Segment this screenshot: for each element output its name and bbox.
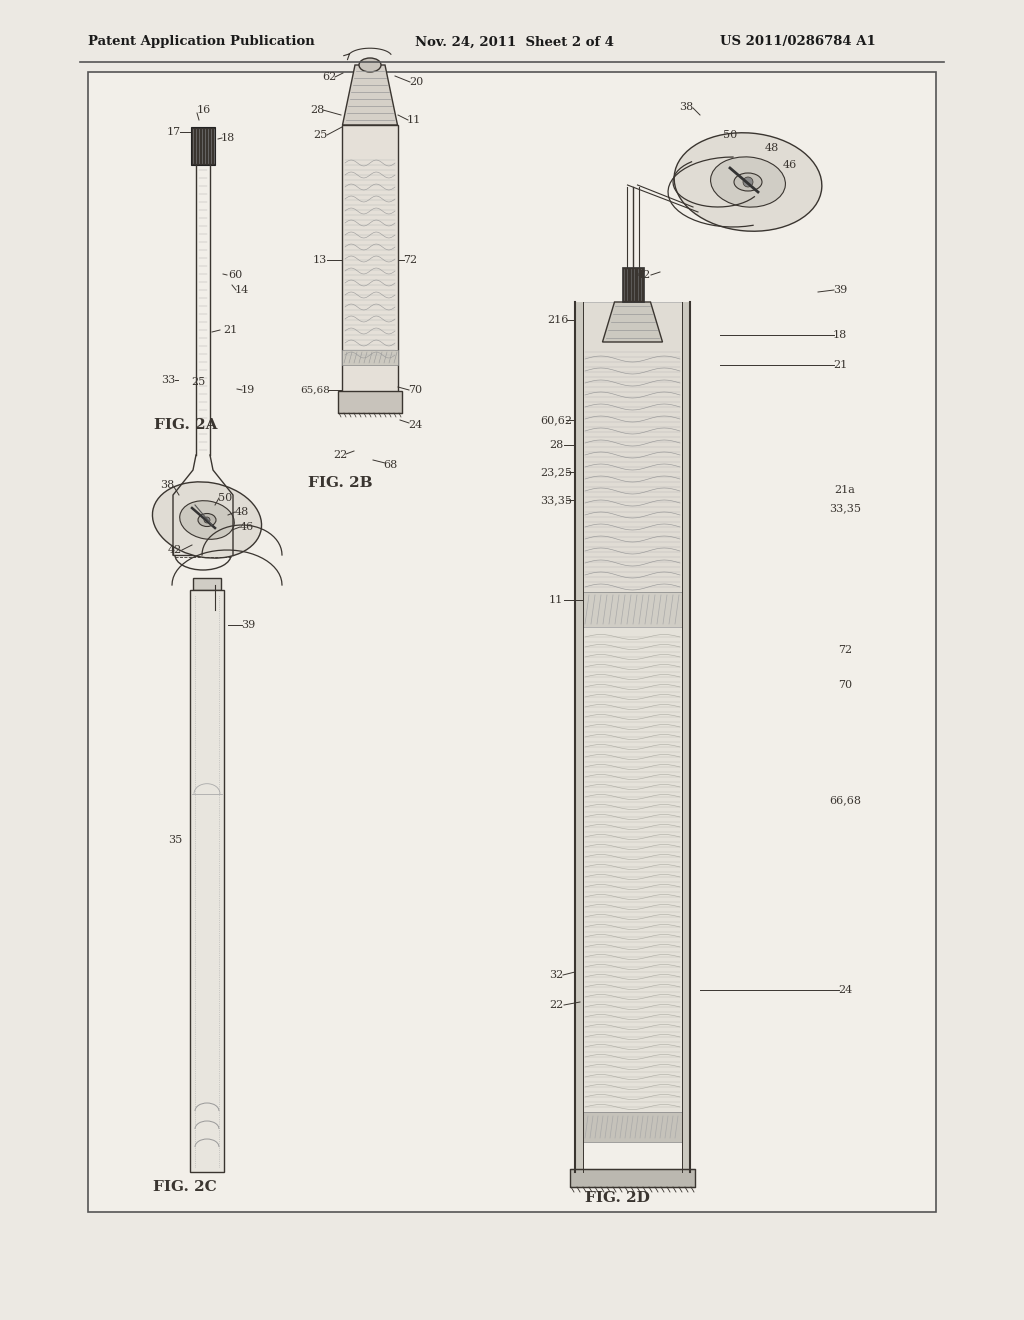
Ellipse shape — [153, 482, 261, 558]
Ellipse shape — [674, 133, 822, 231]
Text: 42: 42 — [637, 271, 651, 280]
Circle shape — [204, 517, 210, 523]
Text: 22: 22 — [549, 1001, 563, 1010]
Text: 21: 21 — [223, 325, 238, 335]
Bar — [179, 500, 227, 550]
Bar — [622, 267, 643, 302]
Text: 17: 17 — [167, 127, 181, 137]
Text: 25: 25 — [313, 129, 327, 140]
Text: 16: 16 — [197, 106, 211, 115]
Text: 19: 19 — [241, 385, 255, 395]
Text: 60: 60 — [228, 271, 242, 280]
Text: 70: 70 — [838, 680, 852, 690]
Text: 39: 39 — [241, 620, 255, 630]
Bar — [173, 495, 233, 554]
Text: 68: 68 — [383, 459, 397, 470]
Text: 21a: 21a — [835, 484, 855, 495]
Text: 35: 35 — [168, 836, 182, 845]
Bar — [191, 127, 215, 165]
Bar — [583, 627, 682, 1111]
Ellipse shape — [734, 173, 762, 191]
Bar — [342, 125, 398, 395]
Text: 60,62: 60,62 — [540, 414, 572, 425]
Text: 14: 14 — [234, 285, 249, 294]
Text: FIG. 2C: FIG. 2C — [154, 1180, 217, 1195]
Text: FIG. 2B: FIG. 2B — [307, 477, 373, 490]
Text: 23,25: 23,25 — [540, 467, 572, 477]
Text: 20: 20 — [409, 77, 423, 87]
Text: 42: 42 — [168, 545, 182, 554]
Text: 32: 32 — [549, 970, 563, 979]
Ellipse shape — [180, 500, 234, 540]
Text: 39: 39 — [833, 285, 847, 294]
Text: 50: 50 — [723, 129, 737, 140]
Text: 46: 46 — [240, 521, 254, 532]
Text: 18: 18 — [221, 133, 236, 143]
Text: 48: 48 — [765, 143, 779, 153]
Bar — [193, 578, 221, 590]
Text: 28: 28 — [310, 106, 325, 115]
Bar — [88, 73, 936, 1212]
Text: 21: 21 — [833, 360, 847, 370]
Text: US 2011/0286784 A1: US 2011/0286784 A1 — [720, 36, 876, 49]
Text: 18: 18 — [833, 330, 847, 341]
Polygon shape — [342, 65, 397, 125]
Text: 28: 28 — [549, 440, 563, 450]
Text: 65,68: 65,68 — [300, 385, 330, 395]
Bar — [570, 1170, 695, 1187]
Text: 24: 24 — [408, 420, 422, 430]
Bar — [682, 302, 690, 1172]
Text: 38: 38 — [160, 480, 174, 490]
Bar — [575, 302, 583, 1172]
Text: FIG. 2A: FIG. 2A — [155, 418, 218, 432]
Ellipse shape — [359, 58, 381, 73]
Text: 13: 13 — [313, 255, 327, 265]
Text: 72: 72 — [838, 645, 852, 655]
Text: 46: 46 — [783, 160, 797, 170]
Bar — [0, 0, 1024, 65]
Text: 50: 50 — [218, 492, 232, 503]
Bar — [583, 1111, 682, 1142]
Text: 70: 70 — [408, 385, 422, 395]
Ellipse shape — [190, 503, 215, 548]
Bar — [338, 391, 402, 413]
Text: 38: 38 — [679, 102, 693, 112]
Text: 216: 216 — [547, 315, 568, 325]
Text: 48: 48 — [234, 507, 249, 517]
Text: Patent Application Publication: Patent Application Publication — [88, 36, 314, 49]
Text: 33: 33 — [161, 375, 175, 385]
Text: 33,35: 33,35 — [829, 503, 861, 513]
Text: 25: 25 — [190, 378, 205, 387]
Ellipse shape — [711, 157, 785, 207]
Ellipse shape — [198, 513, 216, 527]
Text: 66,68: 66,68 — [829, 795, 861, 805]
Bar — [342, 350, 398, 366]
Polygon shape — [602, 302, 663, 342]
Text: 24: 24 — [838, 985, 852, 995]
Text: 22: 22 — [333, 450, 347, 459]
Text: Nov. 24, 2011  Sheet 2 of 4: Nov. 24, 2011 Sheet 2 of 4 — [415, 36, 614, 49]
Text: 11: 11 — [549, 595, 563, 605]
Text: 33,35: 33,35 — [540, 495, 572, 506]
Bar — [583, 591, 682, 627]
Text: 11: 11 — [407, 115, 421, 125]
Bar — [190, 590, 224, 1172]
Text: FIG. 2D: FIG. 2D — [585, 1191, 649, 1205]
Circle shape — [743, 177, 753, 187]
Text: 72: 72 — [402, 255, 417, 265]
Bar — [583, 302, 682, 591]
Text: 62: 62 — [322, 73, 336, 82]
